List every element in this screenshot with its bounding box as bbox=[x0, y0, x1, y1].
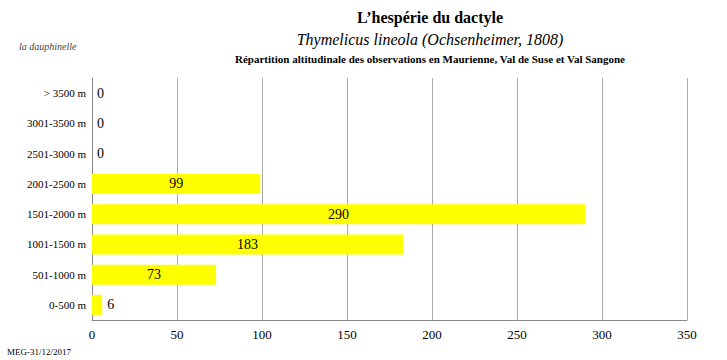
svg-text:6: 6 bbox=[107, 297, 114, 312]
svg-text:Thymelicus lineola (Ochsenheim: Thymelicus lineola (Ochsenheimer, 1808) bbox=[297, 31, 564, 49]
svg-text:73: 73 bbox=[147, 267, 161, 282]
svg-text:99: 99 bbox=[169, 176, 183, 191]
svg-text:1501-2000 m: 1501-2000 m bbox=[27, 208, 86, 220]
svg-text:L’hespérie du dactyle: L’hespérie du dactyle bbox=[357, 9, 503, 27]
svg-text:1001-1500 m: 1001-1500 m bbox=[27, 238, 86, 250]
svg-text:2501-3000 m: 2501-3000 m bbox=[27, 148, 86, 160]
svg-text:la dauphinelle: la dauphinelle bbox=[19, 41, 77, 52]
svg-text:MEG-31/12/2017: MEG-31/12/2017 bbox=[7, 347, 71, 357]
svg-text:100: 100 bbox=[252, 327, 272, 342]
svg-text:2001-2500 m: 2001-2500 m bbox=[27, 178, 86, 190]
svg-text:0: 0 bbox=[97, 86, 104, 101]
svg-text:Répartition altitudinale des o: Répartition altitudinale des observation… bbox=[235, 53, 625, 65]
svg-text:150: 150 bbox=[337, 327, 357, 342]
svg-text:183: 183 bbox=[237, 237, 258, 252]
svg-text:0: 0 bbox=[89, 327, 96, 342]
svg-text:300: 300 bbox=[592, 327, 612, 342]
svg-text:0: 0 bbox=[97, 116, 104, 131]
svg-text:200: 200 bbox=[422, 327, 442, 342]
svg-text:350: 350 bbox=[677, 327, 697, 342]
svg-text:0-500 m: 0-500 m bbox=[49, 299, 86, 311]
svg-text:> 3500 m: > 3500 m bbox=[44, 87, 87, 99]
svg-text:501-1000 m: 501-1000 m bbox=[33, 269, 87, 281]
svg-text:250: 250 bbox=[507, 327, 527, 342]
svg-text:50: 50 bbox=[171, 327, 184, 342]
svg-text:3001-3500 m: 3001-3500 m bbox=[27, 117, 86, 129]
svg-text:0: 0 bbox=[97, 146, 104, 161]
svg-text:290: 290 bbox=[328, 207, 349, 222]
